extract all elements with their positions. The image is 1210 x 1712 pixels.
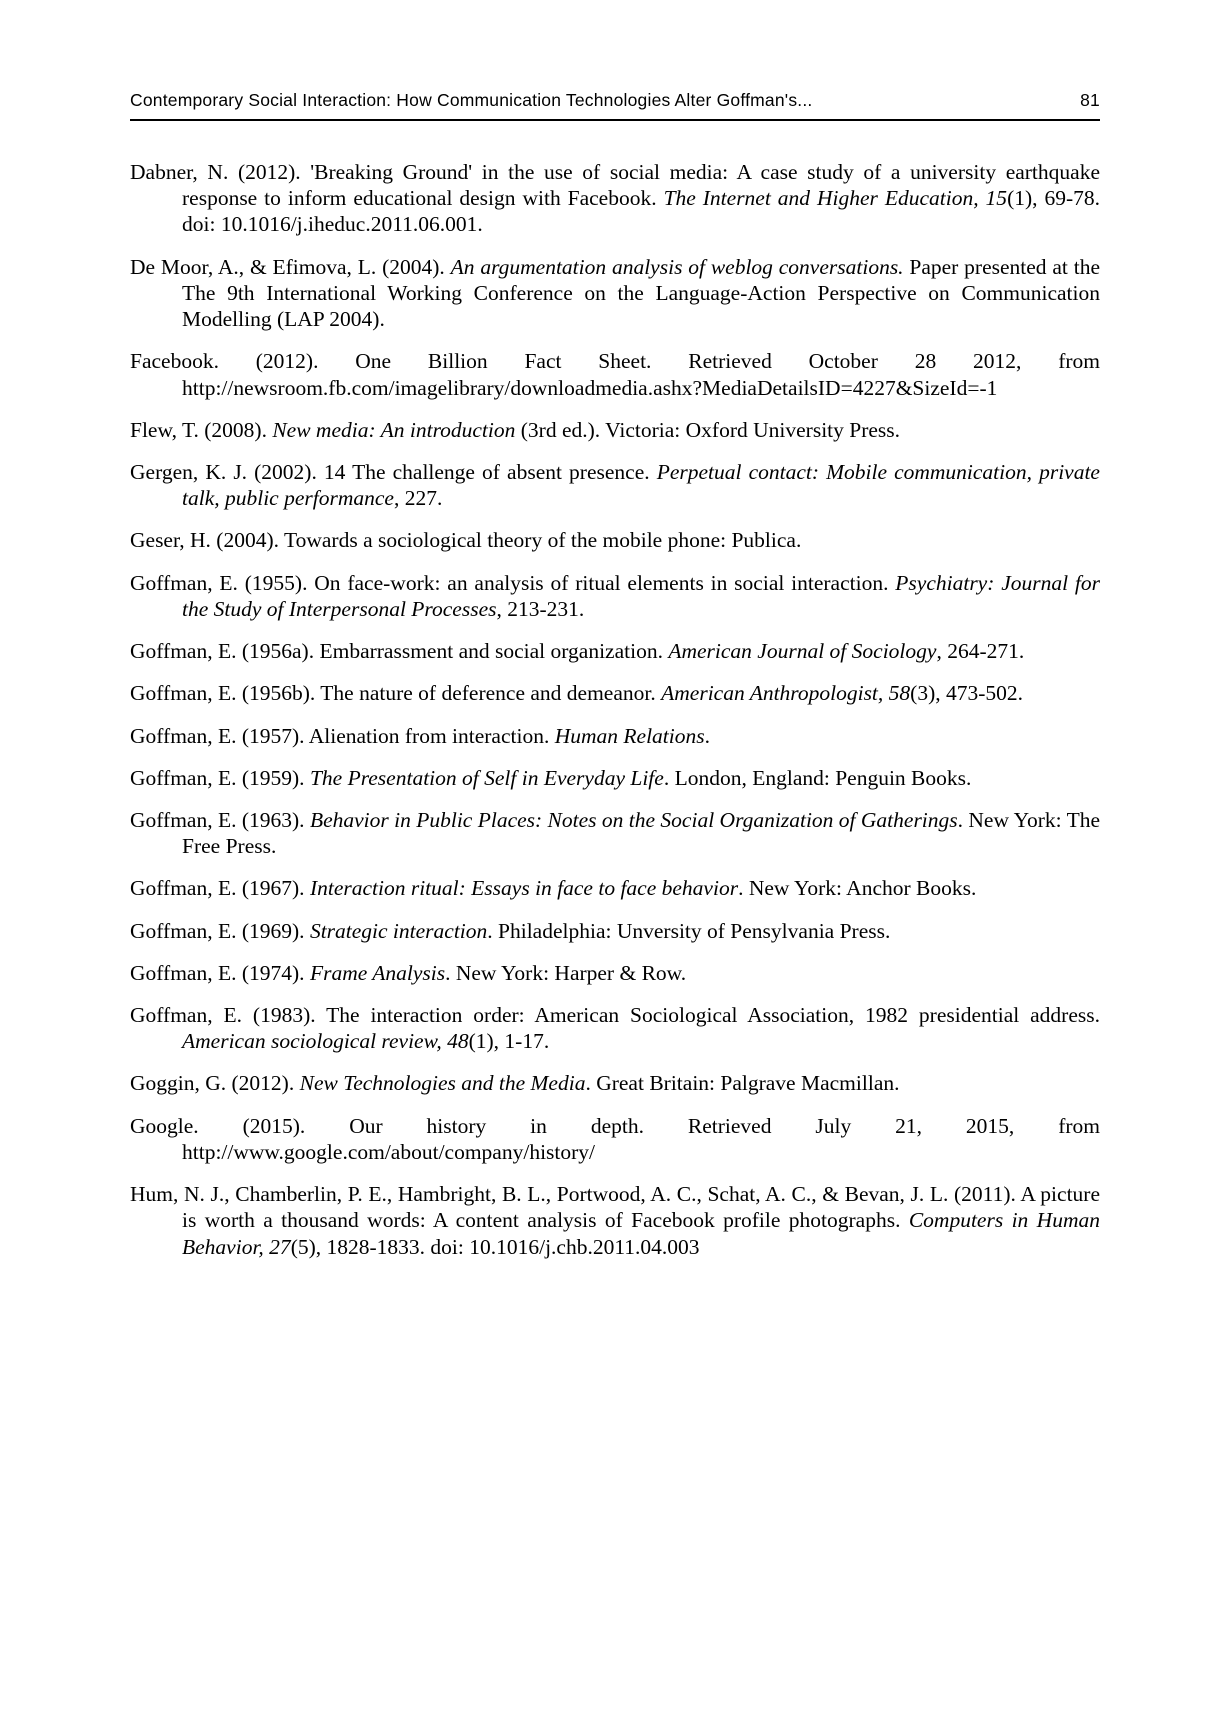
reference-entry: Geser, H. (2004). Towards a sociological… <box>130 527 1100 553</box>
reference-entry: Google. (2015). Our history in depth. Re… <box>130 1113 1100 1165</box>
reference-entry: Goffman, E. (1967). Interaction ritual: … <box>130 875 1100 901</box>
reference-entry: Flew, T. (2008). New media: An introduct… <box>130 417 1100 443</box>
reference-entry: Goffman, E. (1963). Behavior in Public P… <box>130 807 1100 859</box>
reference-entry: Facebook. (2012). One Billion Fact Sheet… <box>130 348 1100 400</box>
reference-entry: Goffman, E. (1983). The interaction orde… <box>130 1002 1100 1054</box>
reference-entry: Goffman, E. (1969). Strategic interactio… <box>130 918 1100 944</box>
reference-entry: Goffman, E. (1956b). The nature of defer… <box>130 680 1100 706</box>
running-head: Contemporary Social Interaction: How Com… <box>130 90 1100 121</box>
reference-entry: Goffman, E. (1974). Frame Analysis. New … <box>130 960 1100 986</box>
page-number: 81 <box>1066 90 1100 111</box>
reference-entry: De Moor, A., & Efimova, L. (2004). An ar… <box>130 254 1100 333</box>
reference-entry: Goffman, E. (1956a). Embarrassment and s… <box>130 638 1100 664</box>
reference-list: Dabner, N. (2012). 'Breaking Ground' in … <box>130 159 1100 1260</box>
reference-entry: Goffman, E. (1959). The Presentation of … <box>130 765 1100 791</box>
reference-entry: Hum, N. J., Chamberlin, P. E., Hambright… <box>130 1181 1100 1260</box>
running-title: Contemporary Social Interaction: How Com… <box>130 90 812 111</box>
reference-entry: Gergen, K. J. (2002). 14 The challenge o… <box>130 459 1100 511</box>
reference-entry: Goggin, G. (2012). New Technologies and … <box>130 1070 1100 1096</box>
reference-entry: Goffman, E. (1957). Alienation from inte… <box>130 723 1100 749</box>
reference-entry: Goffman, E. (1955). On face-work: an ana… <box>130 570 1100 622</box>
page-container: Contemporary Social Interaction: How Com… <box>0 0 1210 1356</box>
reference-entry: Dabner, N. (2012). 'Breaking Ground' in … <box>130 159 1100 238</box>
